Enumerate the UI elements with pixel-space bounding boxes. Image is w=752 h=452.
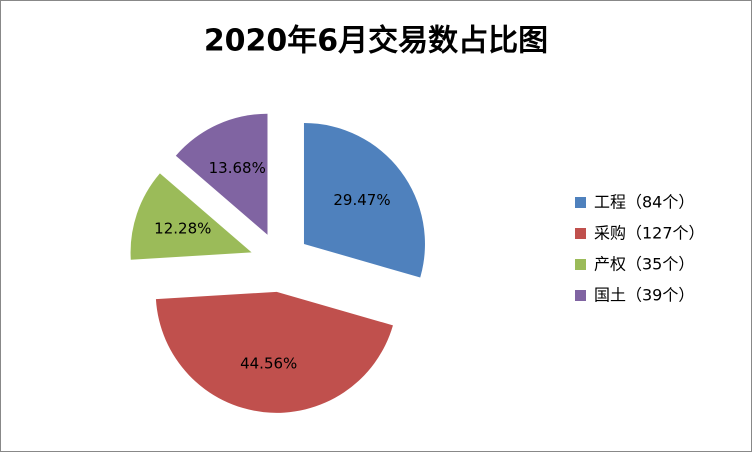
legend-label: 工程（84个）	[594, 193, 694, 212]
legend-label: 国土（39个）	[594, 286, 694, 305]
legend-swatch	[575, 197, 586, 208]
legend-label: 采购（127个）	[594, 224, 705, 243]
legend-label: 产权（35个）	[594, 255, 694, 274]
data-label: 13.68%	[209, 159, 266, 177]
data-label: 12.28%	[154, 220, 211, 238]
pie-slice	[130, 173, 252, 260]
legend-swatch	[575, 259, 586, 270]
pie-slice	[175, 113, 268, 235]
pie-slice	[155, 291, 393, 413]
data-label: 44.56%	[240, 354, 297, 372]
chart-title: 2020年6月交易数占比图	[204, 24, 548, 59]
legend-swatch	[575, 228, 586, 239]
pie-slice	[303, 122, 425, 278]
data-label: 29.47%	[333, 191, 390, 209]
legend-swatch	[575, 290, 586, 301]
